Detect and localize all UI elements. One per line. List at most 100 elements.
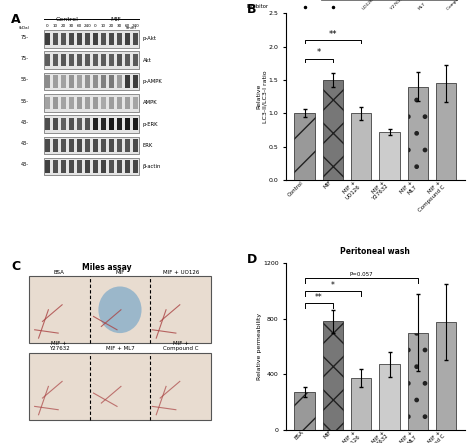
Bar — [53, 75, 58, 88]
Bar — [45, 115, 138, 133]
Bar — [29, 353, 211, 420]
Text: A: A — [11, 13, 21, 26]
Bar — [92, 54, 98, 66]
Text: MIF + ML7: MIF + ML7 — [106, 346, 134, 351]
Bar — [45, 118, 50, 130]
Bar — [379, 132, 400, 180]
Bar — [85, 160, 91, 173]
Bar — [294, 113, 315, 180]
Text: 30: 30 — [69, 24, 74, 28]
Bar — [100, 54, 106, 66]
Bar — [61, 97, 66, 109]
Text: 43-: 43- — [21, 120, 29, 125]
Ellipse shape — [99, 287, 142, 333]
Bar — [77, 54, 82, 66]
Text: B: B — [247, 3, 256, 16]
Bar — [133, 33, 138, 45]
Bar — [109, 97, 114, 109]
Bar — [69, 33, 74, 45]
Text: Miles assay: Miles assay — [82, 263, 132, 272]
Bar — [109, 33, 114, 45]
Bar — [85, 118, 91, 130]
Text: AMPK: AMPK — [143, 100, 157, 105]
Text: 30: 30 — [117, 24, 122, 28]
Text: UO126: UO126 — [361, 0, 374, 11]
Text: 240: 240 — [132, 24, 139, 28]
Bar — [85, 54, 91, 66]
Text: 43-: 43- — [21, 163, 29, 167]
Text: 0: 0 — [46, 24, 49, 28]
Text: p-ERK: p-ERK — [143, 121, 158, 127]
Bar — [45, 136, 138, 154]
Text: 75-: 75- — [21, 35, 29, 40]
Bar — [77, 118, 82, 130]
Bar — [61, 118, 66, 130]
Bar — [69, 97, 74, 109]
Bar — [92, 160, 98, 173]
Text: *: * — [317, 48, 321, 57]
Bar — [133, 118, 138, 130]
Text: Akt: Akt — [143, 58, 151, 63]
Bar — [45, 94, 138, 112]
Bar — [117, 75, 122, 88]
Bar — [85, 75, 91, 88]
Text: 60: 60 — [125, 24, 130, 28]
Text: Inhibitor: Inhibitor — [247, 4, 269, 9]
Bar — [53, 139, 58, 152]
Bar — [100, 160, 106, 173]
Text: Control: Control — [56, 17, 79, 23]
Bar — [45, 75, 50, 88]
Bar — [53, 54, 58, 66]
Text: C: C — [11, 260, 20, 273]
Bar — [85, 33, 91, 45]
Text: 240: 240 — [84, 24, 91, 28]
Bar — [100, 97, 106, 109]
Text: β-actin: β-actin — [143, 164, 161, 169]
Text: Peritoneal wash: Peritoneal wash — [340, 248, 410, 256]
Bar — [53, 118, 58, 130]
Bar — [133, 139, 138, 152]
Bar — [69, 54, 74, 66]
Text: 75-: 75- — [21, 56, 29, 61]
Bar — [45, 30, 138, 48]
Bar — [125, 54, 130, 66]
Bar — [100, 139, 106, 152]
Text: 0: 0 — [94, 24, 97, 28]
Text: MIF + UO126: MIF + UO126 — [163, 270, 199, 275]
Text: 10: 10 — [53, 24, 58, 28]
Bar — [351, 378, 372, 430]
Bar — [100, 33, 106, 45]
Bar — [92, 139, 98, 152]
Bar — [45, 51, 138, 69]
Bar — [53, 33, 58, 45]
Text: D: D — [247, 253, 257, 266]
Bar — [125, 160, 130, 173]
Text: ML7: ML7 — [418, 2, 427, 11]
Bar — [323, 322, 343, 430]
Bar — [109, 139, 114, 152]
Bar — [45, 158, 138, 175]
Bar — [53, 160, 58, 173]
Bar — [45, 97, 50, 109]
Text: 60: 60 — [77, 24, 82, 28]
Bar — [323, 80, 343, 180]
Bar — [117, 54, 122, 66]
Bar — [436, 83, 456, 180]
Bar — [92, 97, 98, 109]
Text: 55-: 55- — [21, 77, 29, 82]
Bar — [61, 75, 66, 88]
Bar — [85, 97, 91, 109]
Bar — [117, 118, 122, 130]
Bar — [109, 75, 114, 88]
Bar — [125, 139, 130, 152]
Bar — [408, 333, 428, 430]
Text: P=0.057: P=0.057 — [349, 272, 373, 277]
Bar — [69, 118, 74, 130]
Bar — [117, 33, 122, 45]
Bar — [125, 97, 130, 109]
Text: MIF +
Compound C: MIF + Compound C — [163, 341, 199, 351]
Text: 20: 20 — [61, 24, 66, 28]
Bar — [29, 276, 211, 343]
Y-axis label: Relative
LC3-II/LC3-I ratio: Relative LC3-II/LC3-I ratio — [256, 70, 267, 123]
Bar — [109, 54, 114, 66]
